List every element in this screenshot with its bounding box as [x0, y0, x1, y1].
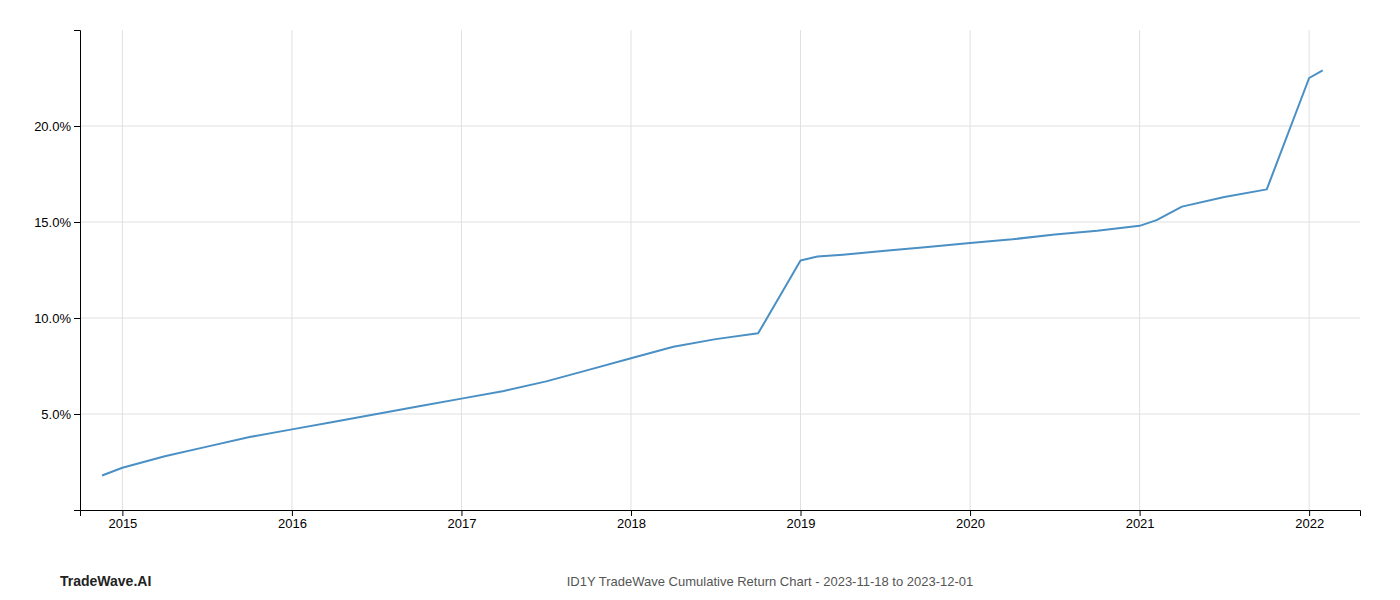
- y-tick-mark: [74, 414, 80, 415]
- grid-line-x: [461, 30, 462, 510]
- x-tick-mark: [1309, 510, 1310, 516]
- grid-line-x: [1309, 30, 1310, 510]
- x-tick-label: 2017: [447, 516, 476, 531]
- x-axis: 2015 2016 2017 2018 2019 2020 2021 2022: [81, 510, 1361, 531]
- x-tick: 2018: [617, 510, 646, 531]
- grid-line-x: [970, 30, 971, 510]
- y-tick-mark: [74, 222, 80, 223]
- chart: 2015 2016 2017 2018 2019 2020 2021 2022 5.0% 10.0…: [0, 0, 1400, 600]
- grid-line-x: [800, 30, 801, 510]
- y-tick: 10.0%: [34, 311, 80, 326]
- x-tick: 2020: [956, 510, 985, 531]
- x-tick-mark: [631, 510, 632, 516]
- y-axis-line: [74, 31, 81, 511]
- x-tick: 2016: [278, 510, 307, 531]
- x-tick-mark: [122, 510, 123, 516]
- grid-line-x: [1139, 30, 1140, 510]
- grid-line-x: [630, 30, 631, 510]
- y-tick: 5.0%: [41, 407, 80, 422]
- plot-area: [102, 70, 1323, 475]
- y-tick-mark: [74, 126, 80, 127]
- grid-line-x: [122, 30, 123, 510]
- x-tick-label: 2021: [1126, 516, 1155, 531]
- y-tick: 20.0%: [34, 119, 80, 134]
- x-tick-label: 2016: [278, 516, 307, 531]
- x-tick-mark: [461, 510, 462, 516]
- watermark: TradeWave.AI: [60, 573, 151, 589]
- y-tick-label: 10.0%: [34, 311, 71, 326]
- x-tick-label: 2022: [1295, 516, 1324, 531]
- x-tick: 2021: [1126, 510, 1155, 531]
- y-tick: 15.0%: [34, 215, 80, 230]
- x-tick-mark: [970, 510, 971, 516]
- x-tick-label: 2020: [956, 516, 985, 531]
- y-tick-label: 5.0%: [41, 407, 71, 422]
- x-tick-mark: [801, 510, 802, 516]
- y-tick-label: 20.0%: [34, 119, 71, 134]
- x-tick-label: 2015: [108, 516, 137, 531]
- grid-line-y: [80, 126, 1360, 127]
- x-tick: 2022: [1295, 510, 1324, 531]
- y-tick-label: 15.0%: [34, 215, 71, 230]
- x-tick: 2015: [108, 510, 137, 531]
- grid-line-y: [80, 318, 1360, 319]
- y-axis: 5.0% 10.0% 15.0% 20.0%: [34, 31, 80, 511]
- grid-line-x: [291, 30, 292, 510]
- title: ID1Y TradeWave Cumulative Return Chart -…: [567, 574, 974, 589]
- x-tick-mark: [1140, 510, 1141, 516]
- x-axis-line: [81, 511, 1361, 517]
- line: [102, 70, 1323, 475]
- x-tick-label: 2019: [787, 516, 816, 531]
- x-tick-label: 2018: [617, 516, 646, 531]
- grid-line-y: [80, 222, 1360, 223]
- x-tick: 2019: [787, 510, 816, 531]
- x-tick: 2017: [447, 510, 476, 531]
- x-tick-mark: [292, 510, 293, 516]
- y-tick-mark: [74, 318, 80, 319]
- grid: [80, 30, 1360, 510]
- grid-line-y: [80, 414, 1360, 415]
